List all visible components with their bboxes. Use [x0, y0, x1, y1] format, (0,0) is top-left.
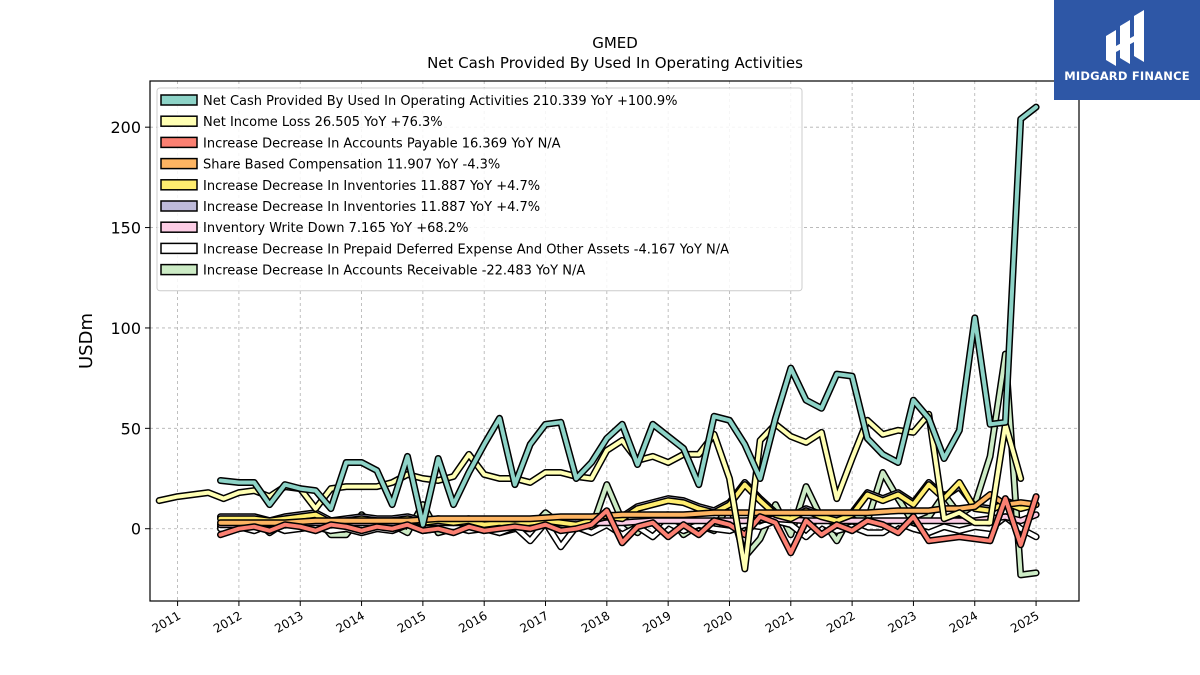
- brand-mark-icon: [1106, 10, 1144, 66]
- series-line-stroke: [218, 494, 1039, 555]
- x-tick-label: 2020: [702, 608, 735, 635]
- brand-logo: MIDGARD FINANCE: [1054, 0, 1200, 100]
- legend-entry: Share Based Compensation 11.907 YoY -4.3…: [203, 158, 500, 173]
- legend-swatch: [160, 263, 198, 276]
- legend-entry: Increase Decrease In Inventories 11.887 …: [203, 200, 540, 215]
- legend-swatch: [160, 115, 198, 127]
- x-tick-label: 2011: [150, 608, 183, 635]
- legend-entry: Inventory Write Down 7.165 YoY +68.2%: [203, 221, 468, 236]
- plot-frame: [149, 80, 1080, 602]
- legend-swatch: [160, 179, 198, 191]
- x-tick-label: 2022: [824, 608, 857, 635]
- x-tick-label: 2013: [272, 608, 305, 635]
- x-tick-label: 2016: [456, 608, 489, 635]
- x-tick-label: 2025: [1008, 608, 1041, 635]
- x-tick-label: 2019: [640, 608, 673, 635]
- legend-entry: Increase Decrease In Accounts Receivable…: [203, 264, 585, 279]
- chart-subtitle: Net Cash Provided By Used In Operating A…: [427, 54, 803, 72]
- legend-entry: Increase Decrease In Accounts Payable 16…: [203, 136, 561, 151]
- legend-swatch: [160, 157, 198, 170]
- legend-box: [156, 87, 803, 292]
- y-tick-label: 200: [110, 118, 141, 137]
- x-tick-label: 2017: [518, 608, 551, 635]
- legend-entry: Increase Decrease In Inventories 11.887 …: [203, 179, 540, 194]
- x-tick-label: 2024: [947, 608, 980, 635]
- series-line: [217, 493, 1040, 557]
- series-lines: [155, 103, 1040, 579]
- legend-swatch: [160, 136, 198, 149]
- chart-title: GMED: [592, 34, 638, 52]
- legend-entry: Net Cash Provided By Used In Operating A…: [203, 94, 677, 109]
- legend-swatch: [160, 242, 198, 255]
- y-tick-label: 150: [110, 219, 141, 238]
- y-axis-ticks: 0 50 100 150 200: [110, 118, 150, 539]
- series-line: [155, 410, 1025, 573]
- legend-swatch: [160, 221, 198, 233]
- legend-swatch: [160, 200, 198, 212]
- x-tick-label: 2023: [885, 608, 918, 635]
- series-line: [217, 491, 1040, 527]
- legend-entry: Increase Decrease In Prepaid Deferred Ex…: [203, 242, 729, 257]
- y-tick-label: 100: [110, 319, 141, 338]
- series-line: [217, 103, 1040, 529]
- y-axis-label: USDm: [76, 313, 97, 369]
- brand-name: MIDGARD FINANCE: [1064, 69, 1190, 83]
- x-tick-label: 2012: [211, 608, 244, 635]
- legend-swatch: [160, 94, 198, 106]
- series-line-stroke: [218, 492, 1039, 525]
- x-tick-label: 2021: [763, 608, 796, 635]
- x-tick-label: 2014: [334, 608, 367, 635]
- series-line-stroke: [157, 412, 1023, 571]
- series-line-stroke: [218, 105, 1039, 527]
- x-axis-ticks: 2011 2012 2013 2014 2015 2016 2017 2018 2019 2020…: [150, 601, 1042, 636]
- legend-entry: Net Income Loss 26.505 YoY +76.3%: [203, 115, 443, 130]
- y-tick-label: 50: [121, 419, 141, 438]
- x-tick-label: 2015: [395, 608, 428, 635]
- legend: Net Cash Provided By Used In Operating A…: [156, 87, 803, 292]
- y-tick-label: 0: [131, 520, 141, 539]
- x-tick-label: 2018: [579, 608, 612, 635]
